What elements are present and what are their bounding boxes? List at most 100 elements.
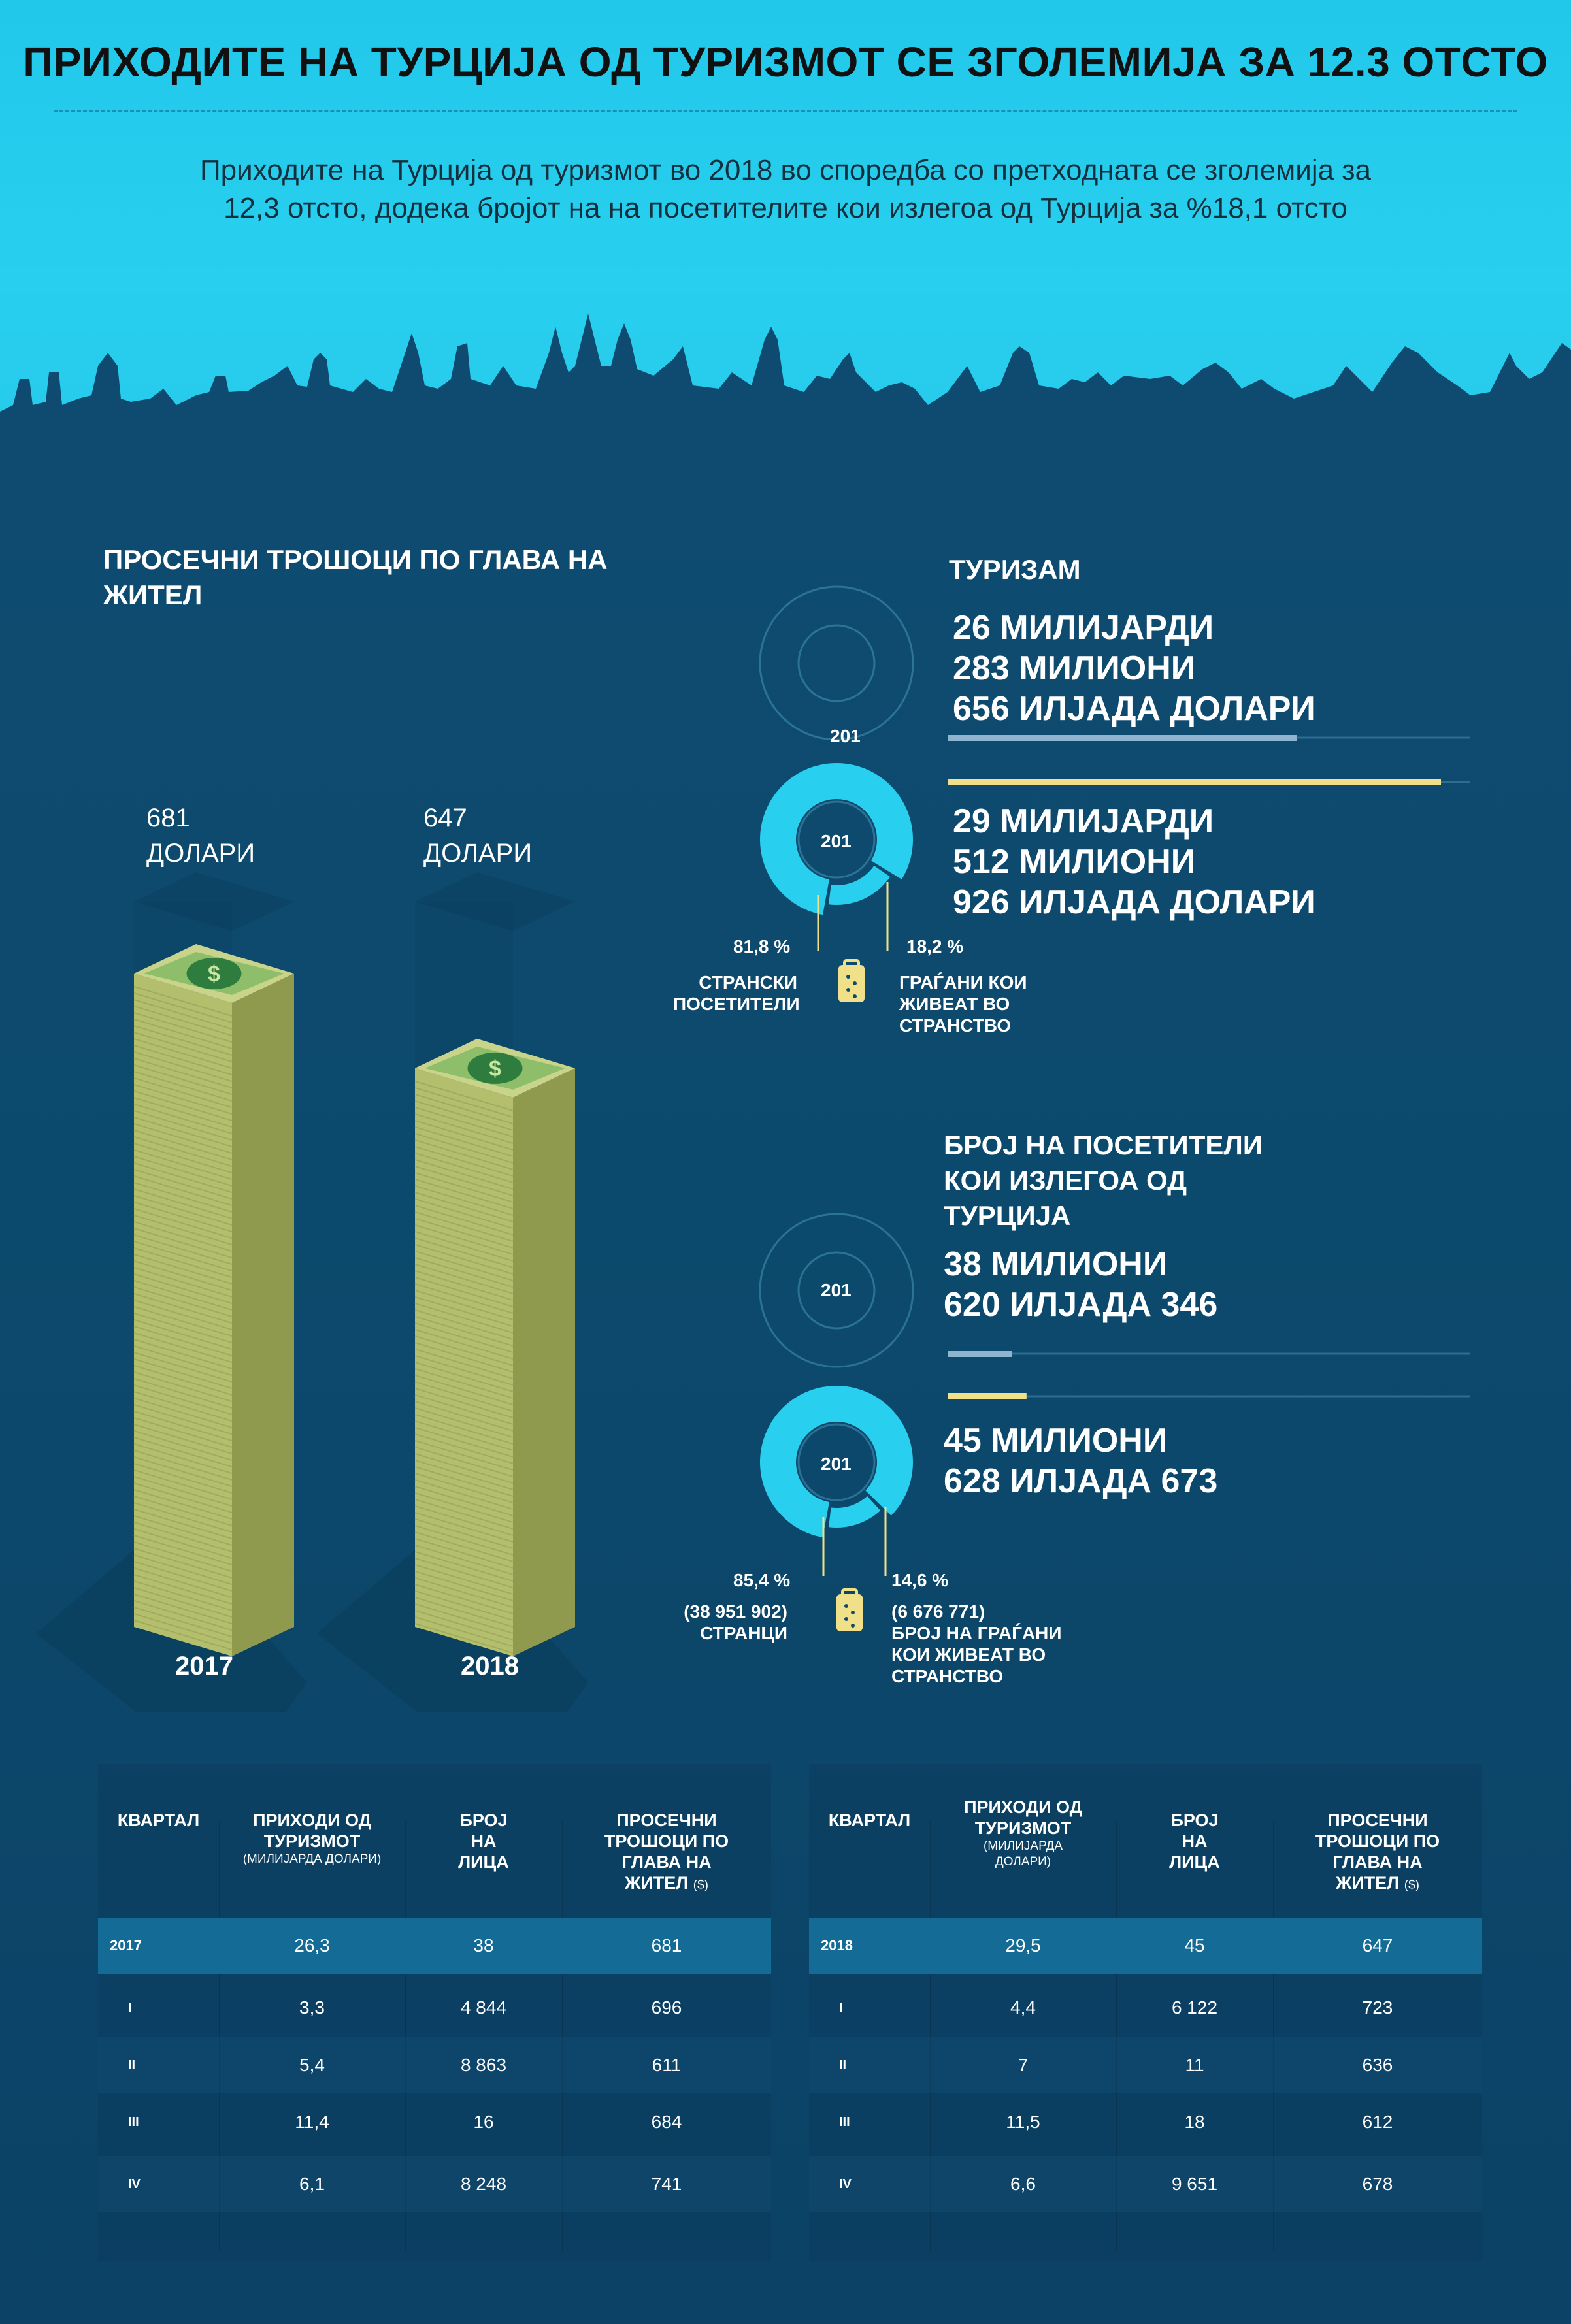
table-cell-quarter: I <box>128 2001 132 2015</box>
tourism-share-left-pct: 81,8 % <box>733 936 791 957</box>
spending-title-line-2: ЖИТЕЛ <box>103 580 203 610</box>
visitors-bar-2017 <box>948 1351 1470 1357</box>
table-row: I 4,4 6 122 723 <box>809 1980 1482 2036</box>
table-header-average-label: ПРОСЕЧНИ ТРОШОЦИ ПО ГЛАВА НА ЖИТЕЛ <box>604 1810 729 1893</box>
quarterly-table-2017: КВАРТАЛ ПРИХОДИ ОД ТУРИЗМОТ (МИЛИЈАРДА Д… <box>98 1764 771 2261</box>
table-cell-count: 8 863 <box>460 2055 507 2075</box>
table-cell-average: 696 <box>651 1997 682 2018</box>
table-cell-revenue: 7 <box>1017 2055 1029 2075</box>
svg-text:$: $ <box>489 1056 501 1081</box>
spending-bar-chart: $ $ <box>36 872 588 1712</box>
quarterly-table-2018: КВАРТАЛ ПРИХОДИ ОД ТУРИЗМОТ (МИЛИЈАРДА Д… <box>809 1764 1482 2261</box>
tourism-2018-line-2: 512 МИЛИОНИ <box>953 843 1196 881</box>
table-cell-quarter: 2017 <box>110 1937 142 1954</box>
tourism-2017-amount: 26 МИЛИЈАРДИ 283 МИЛИОНИ 656 ИЛЈАДА ДОЛА… <box>953 608 1315 729</box>
table-row: I 3,3 4 844 696 <box>98 1980 771 2036</box>
table-cell-average: 647 <box>1362 1935 1393 1956</box>
table-cell-quarter: IV <box>128 2177 141 2191</box>
table-cell-count: 16 <box>473 2112 494 2132</box>
visitors-title-line-3: ТУРЦИЈА <box>944 1200 1071 1231</box>
table-cell-quarter: I <box>839 2001 843 2015</box>
tourism-share-right-label-1: ГРАЃАНИ КОИ <box>899 972 1027 992</box>
tourism-bar-2018 <box>948 779 1470 785</box>
visitors-2017-line-1: 38 МИЛИОНИ <box>944 1245 1168 1283</box>
svg-text:$: $ <box>208 962 220 987</box>
visitors-bar-2018 <box>948 1393 1470 1399</box>
table-cell-quarter: II <box>128 2058 136 2072</box>
bar-2018-value: 647 ДОЛАРИ <box>423 800 532 871</box>
table-cell-count: 18 <box>1184 2112 1205 2132</box>
visitors-share-left-pct: 85,4 % <box>733 1570 791 1590</box>
visitors-share-left-label-2: СТРАНЦИ <box>700 1623 787 1643</box>
table-cell-average: 678 <box>1362 2174 1393 2194</box>
table-header-revenue-label: ПРИХОДИ ОД ТУРИЗМОТ <box>253 1810 371 1851</box>
visitors-title-line-2: КОИ ИЗЛЕГОА ОД <box>944 1165 1187 1196</box>
tourism-revenue-graphic <box>759 585 1470 1002</box>
table-cell-count: 9 651 <box>1171 2174 1218 2194</box>
tourism-share-right-pct: 18,2 % <box>906 936 964 957</box>
table-cell-revenue: 11,5 <box>1006 2112 1040 2132</box>
table-row: III 11,4 16 684 <box>98 2094 771 2150</box>
table-header-revenue-unit: (МИЛИЈАРДА ДОЛАРИ) <box>242 1852 382 1866</box>
table-cell-count: 45 <box>1184 1935 1205 1956</box>
visitors-title: БРОЈ НА ПОСЕТИТЕЛИ КОИ ИЗЛЕГОА ОД ТУРЦИЈ… <box>944 1128 1263 1234</box>
bar-2018-value-unit: ДОЛАРИ <box>423 839 533 868</box>
table-cell-average: 612 <box>1362 2112 1393 2132</box>
table-header-revenue: ПРИХОДИ ОД ТУРИЗМОТ (МИЛИЈАРДА ДОЛАРИ) <box>219 1810 405 1867</box>
bar-2017-value: 681 ДОЛАРИ <box>146 800 255 871</box>
table-header-average-unit: ($) <box>1404 1878 1419 1892</box>
visitors-share-right-label-4: СТРАНСТВО <box>891 1666 1004 1686</box>
table-cell-quarter: 2018 <box>821 1937 853 1954</box>
tourism-title: ТУРИЗАМ <box>949 554 1081 585</box>
page-title: ПРИХОДИТЕ НА ТУРЦИЈА ОД ТУРИЗМОТ СЕ ЗГОЛ… <box>23 39 1548 86</box>
table-cell-average: 681 <box>651 1935 682 1956</box>
title-divider <box>54 110 1517 112</box>
table-cell-revenue: 6,6 <box>1010 2174 1036 2194</box>
table-header-quarter: КВАРТАЛ <box>828 1810 911 1830</box>
tourism-ring-2018-label: 201 <box>821 831 852 851</box>
tourism-donut-2018 <box>760 763 913 951</box>
table-header-average: ПРОСЕЧНИ ТРОШОЦИ ПО ГЛАВА НА ЖИТЕЛ ($) <box>562 1810 771 1893</box>
table-cell-average: 636 <box>1362 2055 1393 2075</box>
visitors-share-left-label: (38 951 902) СТРАНЦИ <box>653 1601 787 1644</box>
table-header-count: БРОЈ НА ЛИЦА <box>458 1810 509 1872</box>
suitcase-icon <box>836 1588 863 1631</box>
suitcase-icon <box>838 959 865 1002</box>
table-cell-revenue: 5,4 <box>299 2055 325 2075</box>
table-row: 2017 26,3 38 681 <box>98 1918 771 1974</box>
tourism-share-right-label: ГРАЃАНИ КОИ ЖИВЕАТ ВО СТРАНСТВО <box>899 972 1027 1036</box>
visitors-share-right-label: (6 676 771) БРОЈ НА ГРАЃАНИ КОИ ЖИВЕАТ В… <box>891 1601 1062 1687</box>
spending-title: ПРОСЕЧНИ ТРОШОЦИ ПО ГЛАВА НА ЖИТЕЛ <box>103 542 608 613</box>
table-row: 2018 29,5 45 647 <box>809 1918 1482 1974</box>
tourism-share-left-label-2: ПОСЕТИТЕЛИ <box>673 994 800 1014</box>
tourism-ring-2017-label: 201 <box>830 726 861 746</box>
table-cell-revenue: 6,1 <box>299 2174 325 2194</box>
table-header-average-unit: ($) <box>693 1878 708 1892</box>
page-subtitle: Приходите на Турција од туризмот во 2018… <box>91 152 1480 227</box>
table-cell-revenue: 29,5 <box>1005 1935 1041 1956</box>
visitors-donut-2018 <box>760 1386 913 1576</box>
tourism-2017-line-2: 283 МИЛИОНИ <box>953 649 1196 687</box>
tourism-share-left-label-1: СТРАНСКИ <box>699 972 797 992</box>
table-cell-average: 741 <box>651 2174 682 2194</box>
table-cell-average: 611 <box>652 2055 682 2075</box>
subtitle-line-1: Приходите на Турција од туризмот во 2018… <box>200 154 1371 186</box>
visitors-ring-2017-label: 201 <box>821 1280 852 1300</box>
subtitle-line-2: 12,3 отсто, додека бројот на на посетите… <box>223 192 1348 224</box>
table-cell-quarter: IV <box>839 2177 852 2191</box>
table-header-quarter: КВАРТАЛ <box>117 1810 200 1830</box>
table-row: III 11,5 18 612 <box>809 2094 1482 2150</box>
city-skyline-illustration <box>0 314 1571 483</box>
visitors-share-right-label-1: (6 676 771) <box>891 1601 985 1622</box>
table-cell-revenue: 3,3 <box>299 1997 325 2018</box>
visitors-ring-2018-label: 201 <box>821 1454 852 1474</box>
bar-2018: $ <box>317 872 588 1712</box>
tourism-2017-line-1: 26 МИЛИЈАРДИ <box>953 609 1214 647</box>
table-header-revenue-label: ПРИХОДИ ОД ТУРИЗМОТ <box>964 1797 1082 1838</box>
table-header-count: БРОЈ НА ЛИЦА <box>1169 1810 1220 1872</box>
table-cell-quarter: III <box>839 2115 850 2129</box>
bar-2017: $ <box>36 872 307 1712</box>
visitors-2017-amount: 38 МИЛИОНИ 620 ИЛЈАДА 346 <box>944 1244 1217 1325</box>
table-cell-count: 6 122 <box>1171 1997 1218 2018</box>
table-cell-revenue: 11,4 <box>295 2112 329 2132</box>
